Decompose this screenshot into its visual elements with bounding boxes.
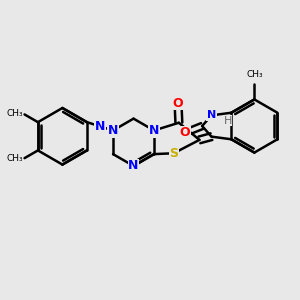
Text: S: S xyxy=(169,147,178,160)
Text: CH₃: CH₃ xyxy=(6,154,23,164)
Text: N: N xyxy=(207,110,216,120)
Text: CH₃: CH₃ xyxy=(246,70,263,79)
Text: O: O xyxy=(173,97,183,110)
Text: H: H xyxy=(224,116,232,125)
Text: N: N xyxy=(149,124,159,137)
Text: O: O xyxy=(180,126,190,140)
Text: CH₃: CH₃ xyxy=(6,109,23,118)
Text: N: N xyxy=(108,124,118,137)
Text: N: N xyxy=(95,120,105,133)
Text: N: N xyxy=(128,159,139,172)
